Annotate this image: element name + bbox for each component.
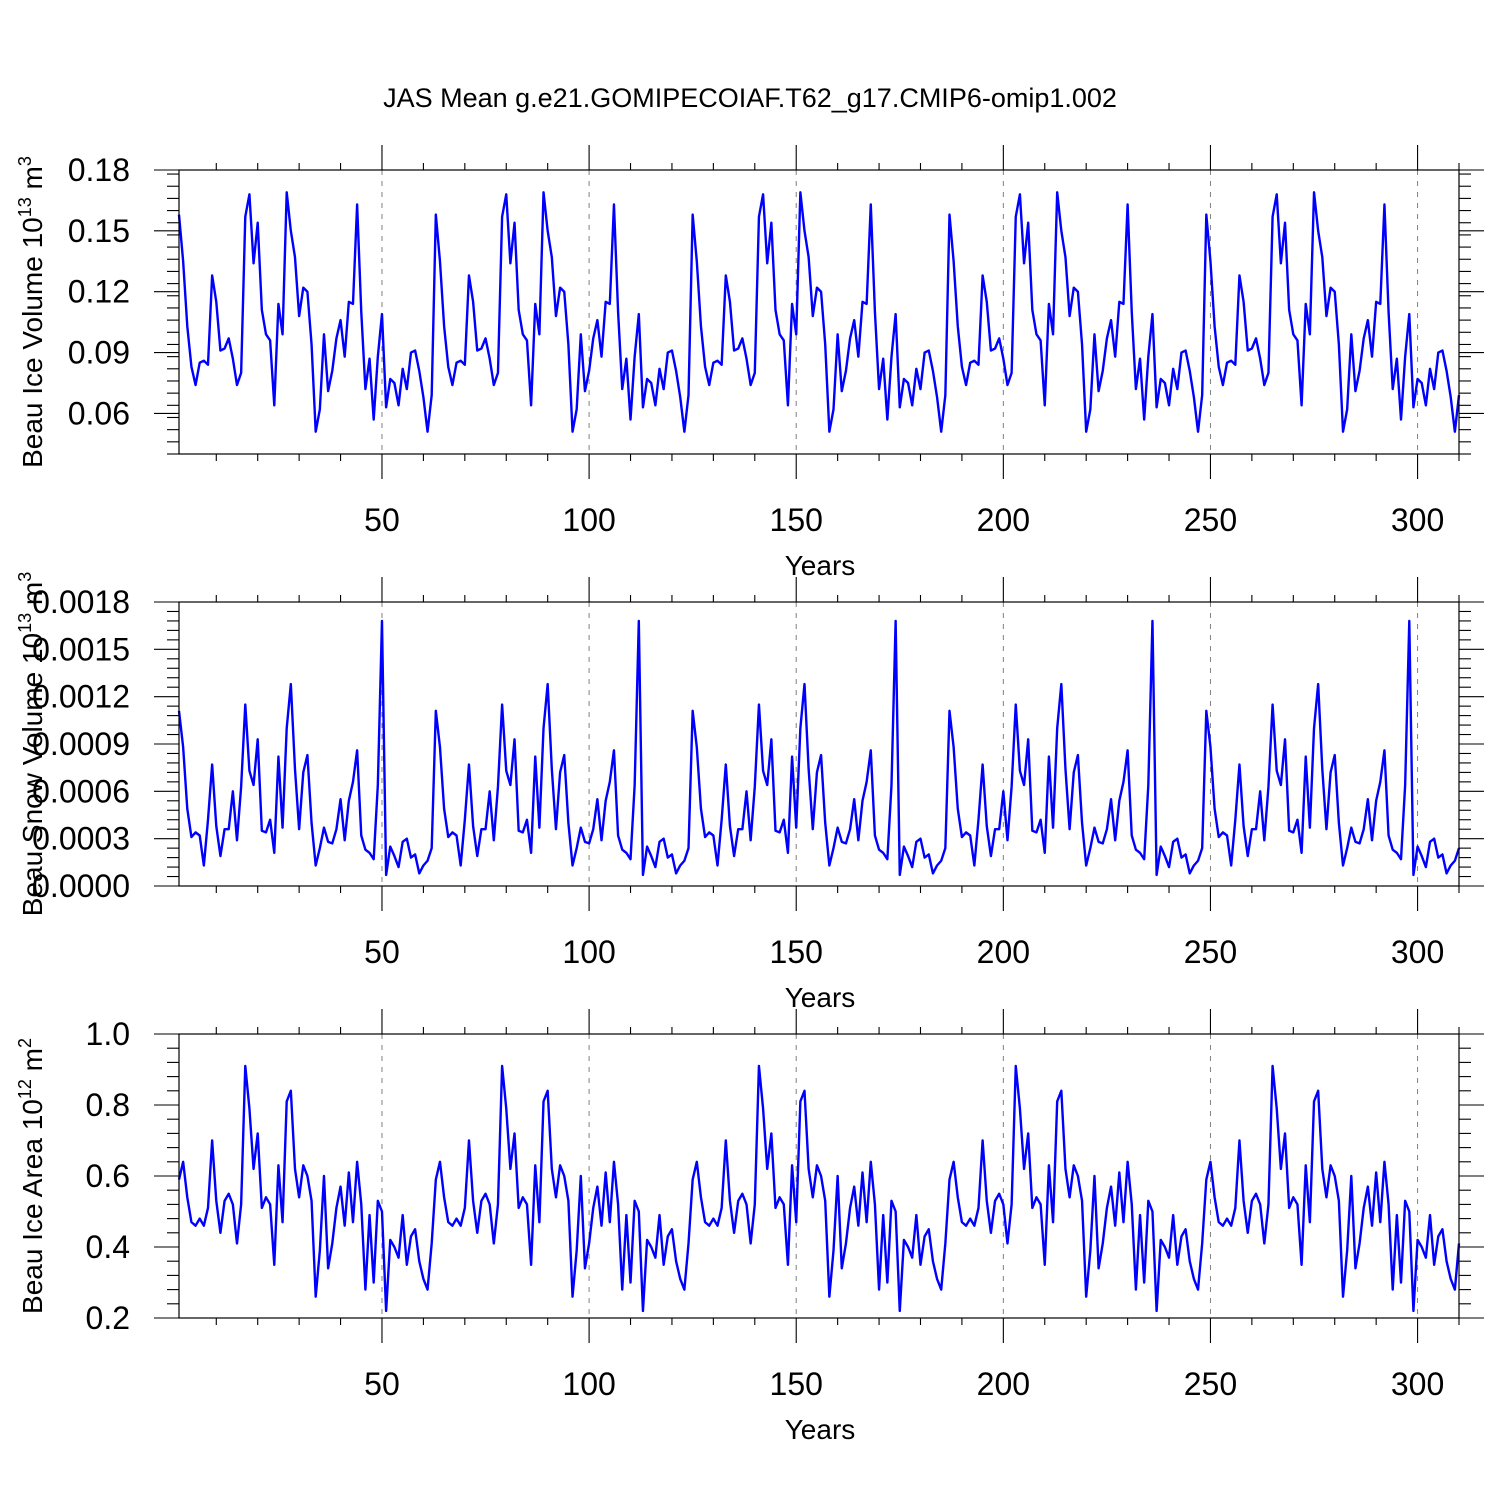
y-tick-label: 0.06 [68, 395, 130, 431]
y-tick-label: 0.8 [86, 1087, 130, 1123]
x-tick-label: 150 [770, 502, 823, 538]
x-tick-label: 250 [1184, 1366, 1237, 1402]
y-tick-label: 0.0018 [32, 584, 130, 620]
x-tick-label: 50 [364, 502, 400, 538]
x-axis-label: Years [785, 1414, 856, 1445]
plot-frame [178, 169, 1460, 455]
panel-2: 50 100 150 200 250 300 0.0000 0.0003 0.0006 0.000… [15, 572, 1484, 1013]
x-axis-label: Years [785, 550, 856, 581]
x-tick-label: 50 [364, 934, 400, 970]
x-axis-label: Years [785, 982, 856, 1013]
data-series-line [177, 1064, 1461, 1313]
y-axis-label: Beau Ice Volume 1013 m3 [15, 156, 48, 468]
chart-title: JAS Mean g.e21.GOMIPECOIAF.T62_g17.CMIP6… [383, 83, 1117, 113]
y-tick-label: 0.6 [86, 1158, 130, 1194]
y-tick-label: 0.0000 [32, 868, 130, 904]
x-tick-label: 250 [1184, 934, 1237, 970]
y-tick-label: 0.0015 [32, 631, 130, 667]
y-axis-label: Beau Ice Area 1012 m2 [15, 1038, 48, 1314]
y-tick-label: 0.0012 [32, 679, 130, 715]
y-tick-label: 0.2 [86, 1300, 130, 1336]
x-tick-label: 100 [562, 1366, 615, 1402]
plot-frame [178, 1033, 1460, 1319]
data-series-line [177, 191, 1461, 433]
y-tick-label: 0.09 [68, 335, 130, 371]
x-tick-label: 150 [770, 1366, 823, 1402]
x-tick-label: 250 [1184, 502, 1237, 538]
x-tick-label: 150 [770, 934, 823, 970]
x-tick-label: 100 [562, 502, 615, 538]
y-tick-label: 0.15 [68, 213, 130, 249]
y-tick-label: 0.12 [68, 274, 130, 310]
y-tick-label: 0.18 [68, 152, 130, 188]
y-axis-label: Beau Snow Volume 1013 m3 [15, 572, 48, 916]
panel-1: 50 100 150 200 250 300 0.06 0.09 0.12 0.15 0.18 Yea… [15, 145, 1484, 581]
x-tick-label: 300 [1391, 1366, 1444, 1402]
x-tick-label: 200 [977, 502, 1030, 538]
x-tick-label: 50 [364, 1366, 400, 1402]
x-tick-label: 100 [562, 934, 615, 970]
data-series-line [177, 619, 1461, 877]
y-tick-label: 1.0 [86, 1016, 130, 1052]
y-tick-label: 0.0009 [32, 726, 130, 762]
y-tick-label: 0.0003 [32, 821, 130, 857]
x-tick-label: 200 [977, 1366, 1030, 1402]
panel-3: 50 100 150 200 250 300 0.2 0.4 0.6 0.8 1.0 Years Bea… [15, 1009, 1484, 1445]
x-tick-label: 300 [1391, 502, 1444, 538]
y-tick-label: 0.0006 [32, 773, 130, 809]
y-tick-label: 0.4 [86, 1229, 130, 1265]
plot-frame [178, 601, 1460, 887]
x-tick-label: 300 [1391, 934, 1444, 970]
x-tick-label: 200 [977, 934, 1030, 970]
